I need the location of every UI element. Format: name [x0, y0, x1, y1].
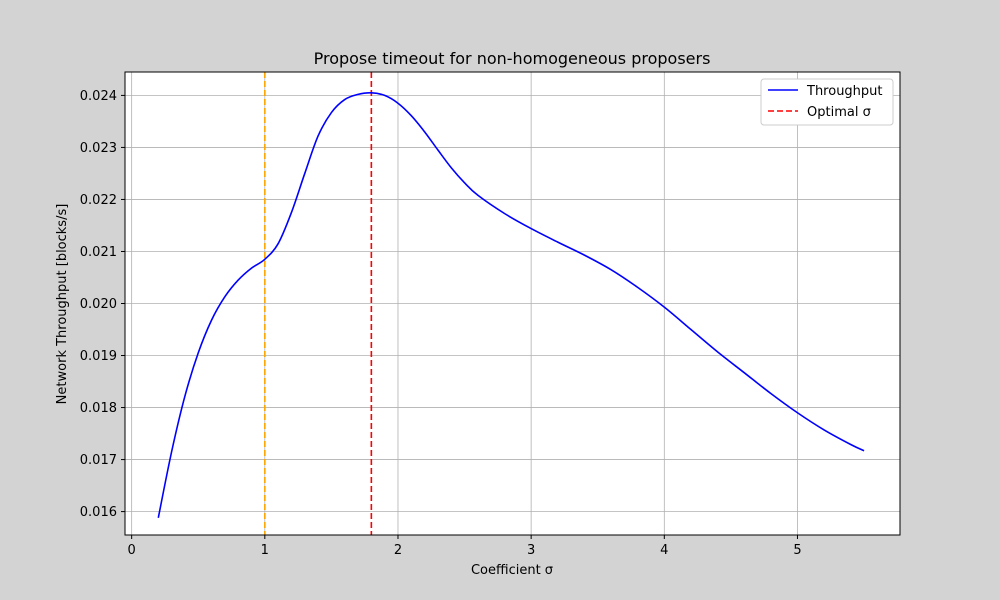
throughput-line [157, 91, 865, 518]
y-axis-label: Network Throughput [blocks/s] [55, 204, 70, 405]
y-tick-label: 0.018 [80, 401, 117, 416]
legend-label-optimal: Optimal σ [807, 105, 871, 120]
series-group [157, 91, 865, 518]
y-tick-label: 0.024 [80, 89, 117, 104]
y-tick-label: 0.019 [80, 349, 117, 364]
y-tick-label: 0.017 [80, 453, 117, 468]
y-tick-label: 0.023 [80, 141, 117, 156]
x-tick-label: 0 [128, 543, 136, 558]
x-tick-label: 5 [793, 543, 801, 558]
reference-lines [264, 72, 373, 535]
x-tick-label: 2 [394, 543, 402, 558]
x-tick-label: 1 [261, 543, 269, 558]
y-tick-label: 0.022 [80, 193, 117, 208]
x-tick-label: 3 [527, 543, 535, 558]
x-axis-label: Coefficient σ [471, 563, 553, 578]
grid [125, 72, 900, 535]
y-axis-ticks: 0.016 0.017 0.018 0.019 0.020 0.021 0.022 0.023… [80, 89, 125, 520]
legend: Throughput Optimal σ [760, 78, 894, 126]
x-axis-ticks: 0 1 2 3 4 5 [128, 535, 802, 558]
x-tick-label: 4 [660, 543, 668, 558]
y-tick-label: 0.021 [80, 245, 117, 260]
y-tick-label: 0.020 [80, 297, 117, 312]
chart-title: Propose timeout for non-homogeneous prop… [314, 49, 711, 68]
y-tick-label: 0.016 [80, 505, 117, 520]
legend-label-throughput: Throughput [806, 84, 883, 99]
